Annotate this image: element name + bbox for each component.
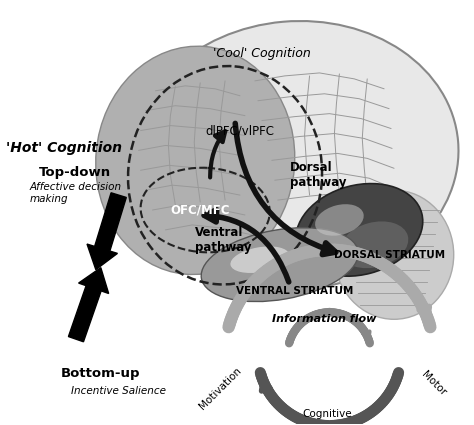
Text: Incentive Salience: Incentive Salience (71, 386, 166, 396)
Text: Information flow: Information flow (272, 314, 377, 324)
Text: 'Hot' Cognition: 'Hot' Cognition (6, 142, 122, 156)
Ellipse shape (230, 246, 289, 273)
Ellipse shape (335, 190, 454, 319)
Text: VENTRAL STRIATUM: VENTRAL STRIATUM (236, 286, 353, 297)
Text: Dorsal
pathway: Dorsal pathway (290, 161, 346, 189)
Ellipse shape (201, 228, 358, 302)
Text: Affective decision
making: Affective decision making (29, 182, 121, 204)
Text: Cognitive: Cognitive (303, 409, 352, 419)
Text: 'Cool' Cognition: 'Cool' Cognition (213, 47, 311, 60)
Text: Ventral
pathway: Ventral pathway (195, 226, 252, 254)
FancyArrowPatch shape (210, 131, 225, 177)
FancyArrowPatch shape (204, 210, 289, 282)
Ellipse shape (296, 184, 423, 276)
Text: Bottom-up: Bottom-up (61, 368, 140, 380)
Polygon shape (68, 268, 109, 342)
Ellipse shape (315, 204, 364, 236)
Text: DORSAL STRIATUM: DORSAL STRIATUM (334, 250, 445, 260)
Ellipse shape (340, 221, 408, 268)
FancyArrowPatch shape (235, 123, 336, 255)
Text: Motivation: Motivation (197, 366, 243, 412)
Polygon shape (87, 193, 126, 269)
Text: Motor: Motor (419, 370, 448, 398)
Text: dlPFC/vlPFC: dlPFC/vlPFC (206, 124, 274, 137)
Text: OFC/MFC: OFC/MFC (171, 204, 230, 216)
Ellipse shape (96, 46, 295, 275)
Ellipse shape (131, 21, 458, 290)
Text: Top-down: Top-down (39, 166, 111, 179)
